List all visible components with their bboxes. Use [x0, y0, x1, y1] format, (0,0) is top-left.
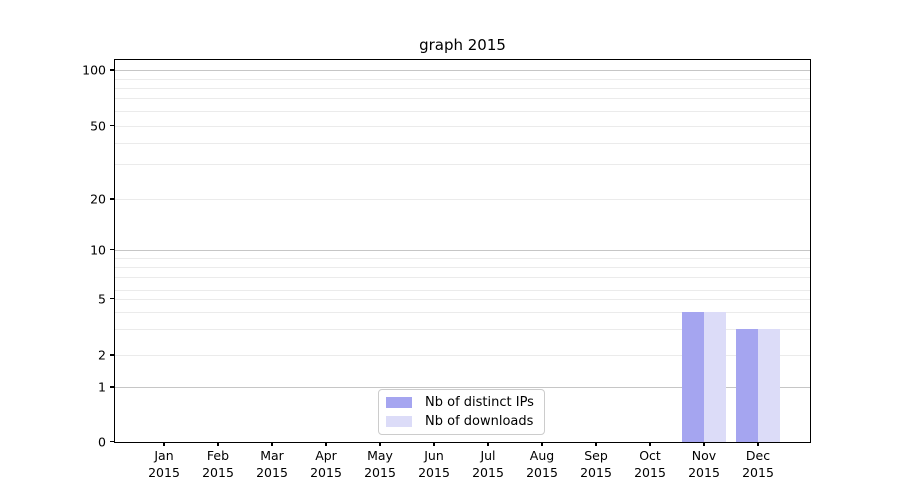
- x-tick-month: Feb: [206, 448, 230, 463]
- x-tick-month: Aug: [529, 448, 555, 463]
- x-tick-mark-2: [271, 442, 273, 446]
- legend-entry-downloads: Nb of downloads: [386, 414, 544, 429]
- x-tick-label-6: Jul 2015: [472, 447, 504, 481]
- gridline-y-50: [115, 126, 810, 128]
- x-tick-mark-6: [487, 442, 489, 446]
- y-tick-label-10: 10: [90, 242, 106, 258]
- gridline-y-20: [115, 199, 810, 201]
- x-tick-year: 2015: [472, 465, 504, 480]
- gridline-y-5: [115, 298, 810, 300]
- x-tick-label-2: Mar 2015: [256, 447, 288, 481]
- gridline-y-7: [115, 277, 810, 279]
- gridline-y-40: [115, 142, 810, 144]
- y-tick-mark-20: [110, 198, 115, 200]
- x-tick-month: Oct: [639, 448, 661, 463]
- y-tick-label-1: 1: [98, 379, 106, 395]
- gridline-y-70: [115, 98, 810, 100]
- legend-label-downloads: Nb of downloads: [425, 414, 534, 429]
- x-tick-label-5: Jun 2015: [418, 447, 450, 481]
- x-tick-month: Nov: [691, 448, 717, 463]
- x-tick-label-7: Aug 2015: [526, 447, 558, 481]
- x-tick-year: 2015: [580, 465, 612, 480]
- y-tick-mark-1: [110, 386, 115, 388]
- gridline-y-100: [115, 70, 810, 72]
- x-tick-year: 2015: [634, 465, 666, 480]
- x-tick-month: May: [367, 448, 393, 463]
- chart-title: graph 2015: [419, 36, 506, 54]
- x-tick-label-3: Apr 2015: [310, 447, 342, 481]
- y-tick-label-2: 2: [98, 347, 106, 363]
- x-tick-label-4: May 2015: [364, 447, 396, 481]
- legend-entry-distinct-ips: Nb of distinct IPs: [386, 395, 544, 410]
- legend-label-distinct-ips: Nb of distinct IPs: [425, 395, 534, 410]
- x-tick-year: 2015: [418, 465, 450, 480]
- gridline-y-9: [115, 257, 810, 259]
- x-tick-year: 2015: [688, 465, 720, 480]
- bar-distinct-ips-dec-2015: [736, 329, 758, 442]
- y-tick-mark-50: [110, 125, 115, 127]
- plot-area: 100 50 20 10 5 2 1 0 Jan 2015 Feb 2015 Mar 2015 Apr 201…: [82, 59, 811, 480]
- y-tick-mark-0: [110, 441, 115, 443]
- gridline-y-80: [115, 87, 810, 89]
- gridline-y-8: [115, 266, 810, 268]
- x-tick-mark-11: [757, 442, 759, 446]
- x-tick-label-8: Sep 2015: [580, 447, 612, 481]
- x-tick-mark-1: [217, 442, 219, 446]
- x-tick-year: 2015: [742, 465, 774, 480]
- gridline-y-60: [115, 110, 810, 112]
- x-tick-mark-4: [379, 442, 381, 446]
- x-tick-mark-3: [325, 442, 327, 446]
- x-tick-month: Apr: [315, 448, 337, 463]
- y-tick-label-100: 100: [82, 62, 106, 78]
- x-tick-year: 2015: [364, 465, 396, 480]
- gridline-y-4: [115, 311, 810, 313]
- x-tick-label-11: Dec 2015: [742, 447, 774, 481]
- x-tick-month: Jan: [154, 448, 174, 463]
- y-tick-label-20: 20: [90, 191, 106, 207]
- legend: Nb of distinct IPs Nb of downloads: [378, 389, 545, 435]
- gridline-y-30: [115, 164, 810, 166]
- bar-downloads-dec-2015: [758, 329, 780, 442]
- x-tick-month: Jul: [480, 448, 496, 463]
- gridline-y-2: [115, 355, 810, 357]
- x-tick-year: 2015: [526, 465, 558, 480]
- x-tick-mark-9: [649, 442, 651, 446]
- x-tick-year: 2015: [310, 465, 342, 480]
- x-tick-month: Mar: [260, 448, 284, 463]
- x-tick-label-0: Jan 2015: [148, 447, 180, 481]
- bar-distinct-ips-nov-2015: [682, 311, 704, 442]
- y-tick-mark-5: [110, 297, 115, 300]
- x-tick-year: 2015: [202, 465, 234, 480]
- gridline-y-10: [115, 250, 810, 251]
- legend-swatch-distinct-ips: [386, 397, 412, 408]
- x-tick-month: Sep: [584, 448, 608, 463]
- y-tick-label-0: 0: [98, 434, 106, 450]
- x-tick-month: Jun: [424, 448, 444, 463]
- y-tick-mark-100: [110, 69, 115, 71]
- y-tick-label-5: 5: [98, 291, 106, 307]
- y-tick-label-50: 50: [90, 118, 106, 134]
- y-tick-mark-2: [110, 354, 115, 356]
- gridline-y-1: [115, 387, 810, 389]
- gridline-y-90: [115, 78, 810, 80]
- x-tick-mark-7: [541, 442, 543, 446]
- x-tick-month: Dec: [745, 448, 771, 463]
- x-tick-mark-5: [433, 442, 435, 446]
- y-tick-mark-10: [110, 249, 115, 251]
- x-tick-mark-10: [703, 442, 705, 446]
- x-tick-year: 2015: [148, 465, 180, 480]
- x-tick-label-1: Feb 2015: [202, 447, 234, 481]
- legend-swatch-downloads: [386, 416, 412, 427]
- bar-downloads-nov-2015: [704, 311, 726, 442]
- x-tick-label-10: Nov 2015: [688, 447, 720, 481]
- x-tick-mark-0: [163, 442, 165, 446]
- x-tick-mark-8: [595, 442, 597, 446]
- gridline-y-3: [115, 329, 810, 331]
- gridline-y-6: [115, 289, 810, 291]
- x-tick-label-9: Oct 2015: [634, 447, 666, 481]
- x-tick-year: 2015: [256, 465, 288, 480]
